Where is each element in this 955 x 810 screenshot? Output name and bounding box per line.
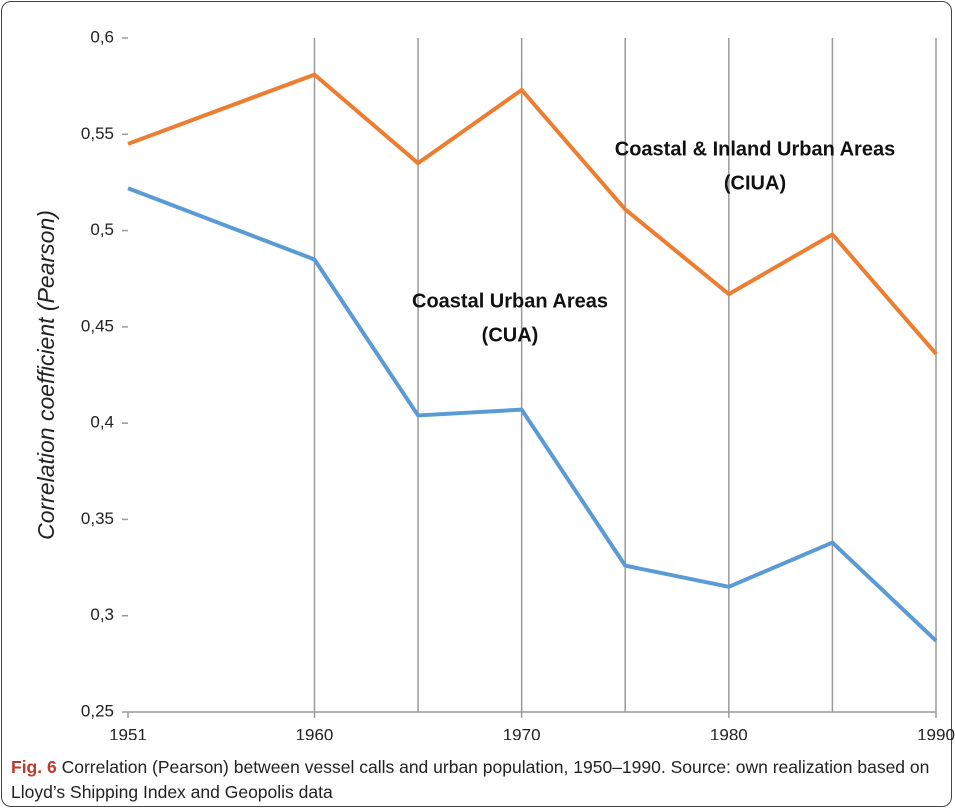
x-tick-label: 1980 <box>710 725 748 740</box>
series-line <box>127 72 938 356</box>
x-tick-label: 1970 <box>503 725 541 740</box>
x-tick-label: 1960 <box>296 725 334 740</box>
x-tick-label: 1951 <box>109 725 147 740</box>
y-tick-label: 0,6 <box>90 27 114 46</box>
y-tick-label: 0,25 <box>81 701 114 720</box>
annotation: Coastal Urban Areas <box>412 290 608 312</box>
caption-label: Fig. 6 <box>11 757 57 777</box>
annotation: Coastal & Inland Urban Areas <box>615 138 895 160</box>
chart: 0,25 0,3 0,35 0,4 0,45 0,5 0,55 0,6 1951 1960 1970… <box>33 27 955 740</box>
series-line <box>127 186 938 643</box>
y-tick-label: 0,3 <box>90 605 114 624</box>
caption: Fig. 6 Correlation (Pearson) between ves… <box>11 755 946 805</box>
y-tick-label: 0,45 <box>81 316 114 335</box>
y-tick-label: 0,35 <box>81 509 114 528</box>
y-tick-label: 0,55 <box>81 124 114 143</box>
caption-text: Correlation (Pearson) between vessel cal… <box>11 757 930 802</box>
x-tick-label: 1990 <box>917 725 955 740</box>
y-tick-label: 0,5 <box>90 220 114 239</box>
annotation: (CUA) <box>482 324 539 346</box>
y-axis-label: Correlation coefficient (Pearson) <box>33 210 59 540</box>
y-tick-label: 0,4 <box>90 413 114 432</box>
annotation: (CIUA) <box>724 172 786 194</box>
